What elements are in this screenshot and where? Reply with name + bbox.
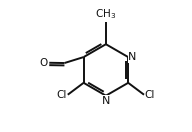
Text: Cl: Cl [57, 90, 67, 100]
Text: O: O [39, 58, 48, 68]
Text: N: N [102, 96, 110, 106]
Text: CH$_3$: CH$_3$ [95, 7, 117, 21]
Text: Cl: Cl [145, 90, 155, 100]
Text: N: N [128, 52, 137, 62]
